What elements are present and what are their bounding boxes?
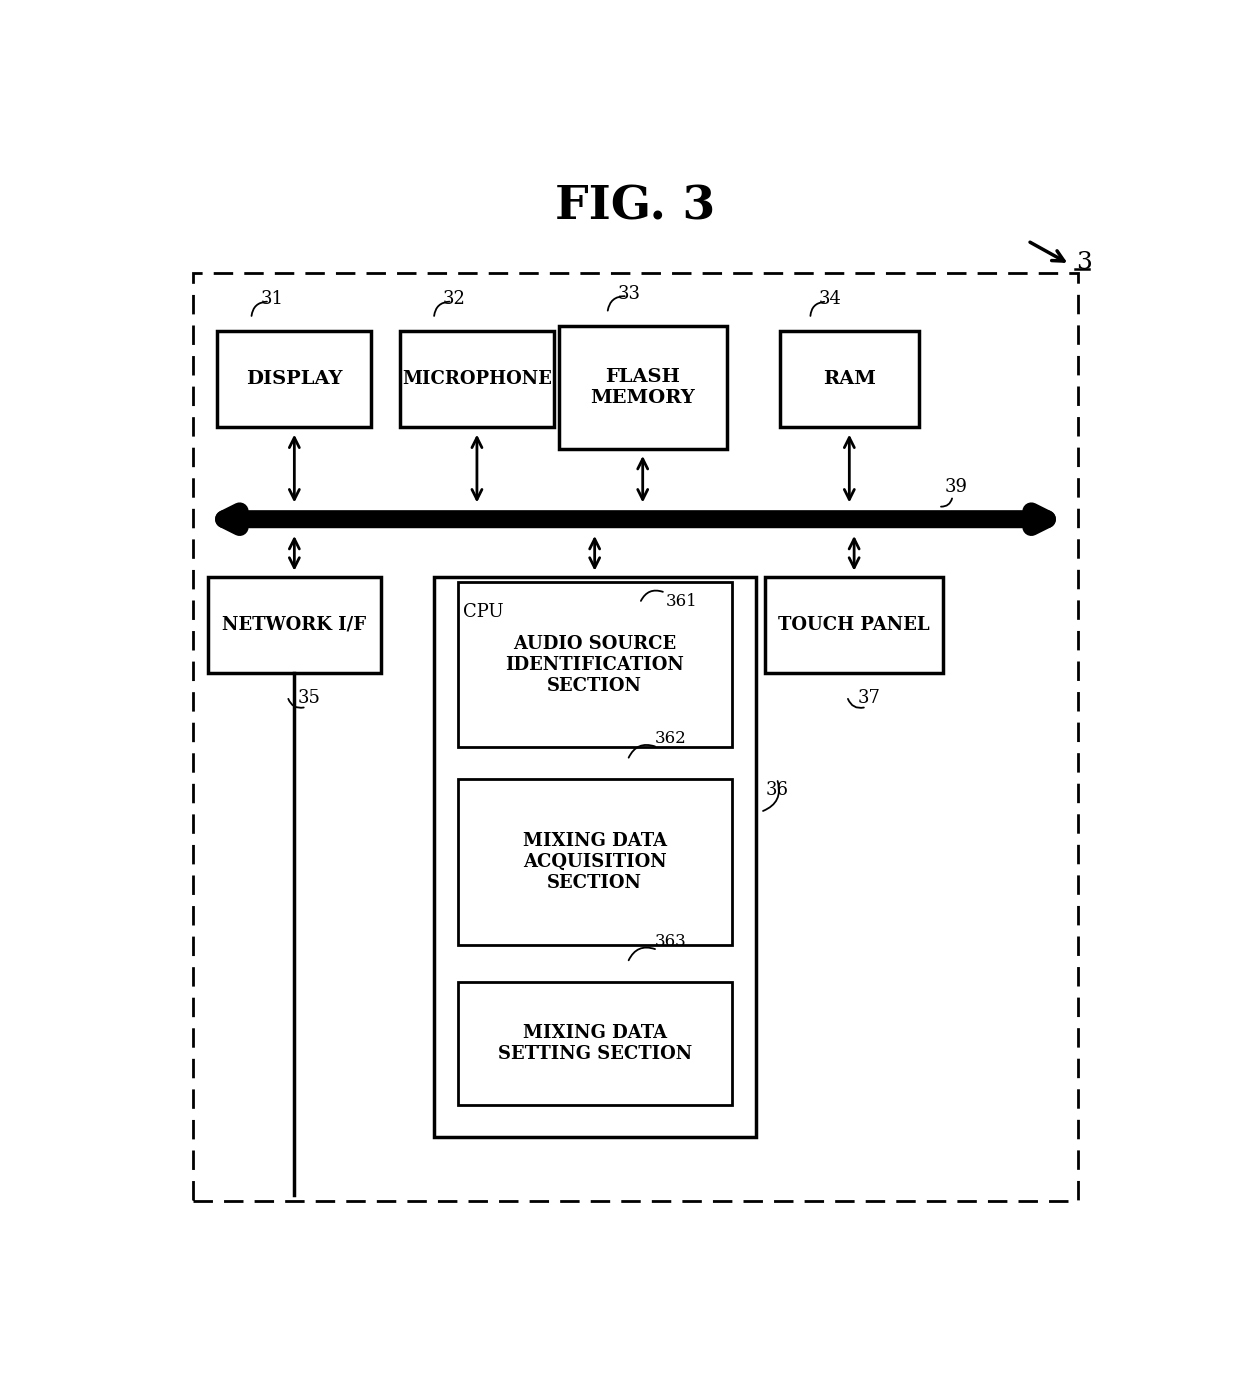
Text: 36: 36 xyxy=(765,781,789,799)
Bar xyxy=(217,331,371,428)
Text: AUDIO SOURCE
IDENTIFICATION
SECTION: AUDIO SOURCE IDENTIFICATION SECTION xyxy=(505,634,684,694)
Text: 34: 34 xyxy=(818,289,842,307)
Text: CPU: CPU xyxy=(463,604,503,622)
Bar xyxy=(434,576,755,1137)
Bar xyxy=(208,576,381,673)
Text: NETWORK I/F: NETWORK I/F xyxy=(222,616,366,634)
Bar xyxy=(458,582,732,748)
Bar xyxy=(458,780,732,945)
Text: 363: 363 xyxy=(655,933,687,950)
Text: DISPLAY: DISPLAY xyxy=(246,371,342,388)
Bar xyxy=(558,327,727,449)
Bar xyxy=(401,331,554,428)
Text: 361: 361 xyxy=(666,593,697,609)
Text: TOUCH PANEL: TOUCH PANEL xyxy=(779,616,930,634)
Text: MICROPHONE: MICROPHONE xyxy=(402,371,552,388)
Bar xyxy=(765,576,944,673)
Text: 3: 3 xyxy=(1075,251,1091,274)
Text: 362: 362 xyxy=(655,730,687,748)
Bar xyxy=(193,273,1078,1201)
Text: RAM: RAM xyxy=(823,371,875,388)
Text: FLASH
MEMORY: FLASH MEMORY xyxy=(590,368,696,407)
Text: 39: 39 xyxy=(945,478,968,496)
Bar xyxy=(458,982,732,1105)
Text: 35: 35 xyxy=(298,688,321,706)
Text: 33: 33 xyxy=(618,285,641,303)
Text: FIG. 3: FIG. 3 xyxy=(556,184,715,230)
Text: 37: 37 xyxy=(858,688,880,706)
Bar xyxy=(780,331,919,428)
Text: MIXING DATA
SETTING SECTION: MIXING DATA SETTING SECTION xyxy=(497,1024,692,1062)
Text: MIXING DATA
ACQUISITION
SECTION: MIXING DATA ACQUISITION SECTION xyxy=(522,832,667,892)
Text: 32: 32 xyxy=(443,289,466,307)
Text: 31: 31 xyxy=(260,289,284,307)
